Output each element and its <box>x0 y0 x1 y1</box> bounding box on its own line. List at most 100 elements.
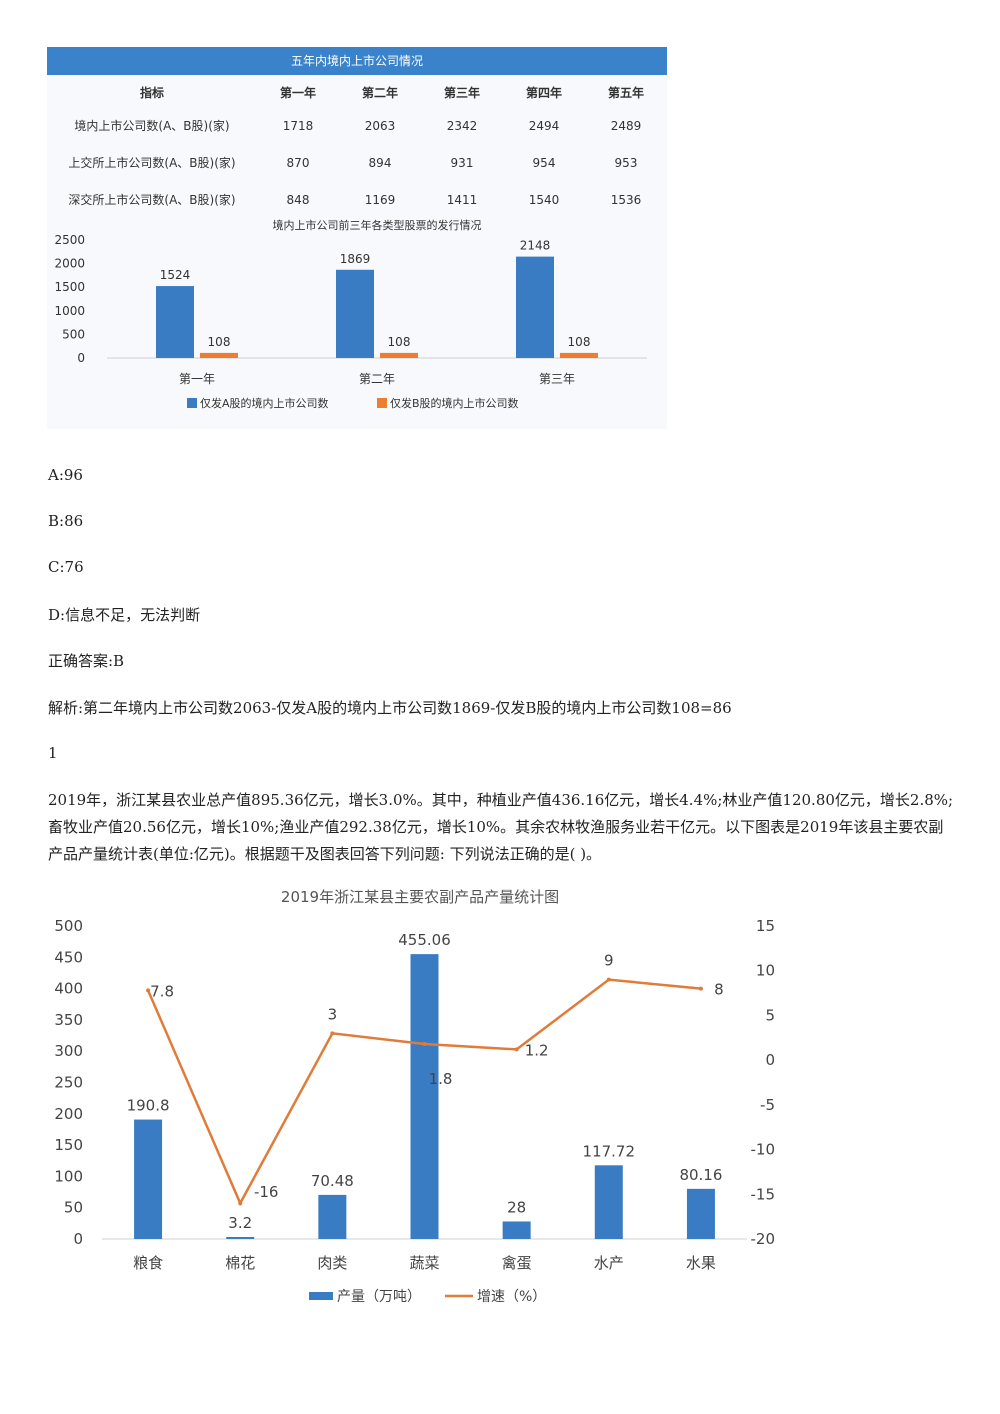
b-share-bar <box>380 352 418 358</box>
left-y-tick-label: 250 <box>54 1074 83 1092</box>
y-tick-label: 2000 <box>54 257 85 271</box>
growth-value-label: 8 <box>714 981 724 999</box>
production-bar <box>318 1194 347 1239</box>
table-cell: 848 <box>286 192 310 207</box>
legend-label: 仅发A股的境内上市公司数 <box>200 396 329 410</box>
bar-value-label: 108 <box>388 335 411 349</box>
table-row: 上交所上市公司数(A、B股)(家) 870 894 931 954 953 <box>47 144 667 181</box>
table-cell: 894 <box>368 155 392 170</box>
x-tick-label: 粮食 <box>133 1254 163 1272</box>
table-cell: 954 <box>532 155 556 170</box>
growth-point <box>698 986 703 991</box>
table-cell: 2342 <box>446 118 478 133</box>
table-cell: 931 <box>450 155 474 170</box>
b-share-bar <box>200 352 238 358</box>
bar-value-label: 455.06 <box>398 931 451 949</box>
chart-title: 境内上市公司前三年各类型股票的发行情况 <box>273 218 482 232</box>
right-y-tick-label: 15 <box>756 917 775 935</box>
growth-point <box>422 1042 427 1047</box>
issuance-bar-chart: 境内上市公司前三年各类型股票的发行情况 0 500 1000 1500 2000 2500 1… <box>54 218 647 410</box>
left-y-tick-label: 350 <box>54 1011 83 1029</box>
y-tick-label: 0 <box>77 351 85 365</box>
production-bar <box>226 1236 255 1239</box>
legend-swatch <box>187 398 197 408</box>
growth-point <box>238 1201 243 1206</box>
growth-point <box>514 1047 519 1052</box>
table-row: 深交所上市公司数(A、B股)(家) 848 1169 1411 1540 153… <box>47 181 667 218</box>
b-share-bar <box>560 352 598 358</box>
a-share-bar <box>516 256 554 358</box>
bar-value-label: 80.16 <box>679 1166 722 1184</box>
growth-value-label: 1.2 <box>525 1041 549 1059</box>
x-tick-label: 禽蛋 <box>502 1254 532 1272</box>
table-header-cell: 第五年 <box>607 85 644 100</box>
growth-point <box>146 988 151 993</box>
a-share-bar <box>156 286 194 358</box>
legend-label-growth: 增速（%） <box>477 1289 546 1305</box>
production-bar <box>134 1119 163 1239</box>
table-title: 五年内境内上市公司情况 <box>47 47 667 75</box>
right-y-tick-label: -5 <box>760 1096 775 1114</box>
table-header-cell: 第一年 <box>279 85 316 100</box>
growth-point <box>330 1031 335 1036</box>
growth-value-label: 7.8 <box>150 982 174 1000</box>
production-bar <box>410 954 439 1239</box>
listed-companies-table: 指标 第一年 第二年 第三年 第四年 第五年 境内上市公司数(A、B股)(家) … <box>47 77 667 218</box>
y-tick-label: 2500 <box>54 233 85 247</box>
right-y-tick-label: -20 <box>751 1230 776 1248</box>
left-y-tick-label: 0 <box>73 1230 83 1248</box>
table-header-cell: 第二年 <box>361 85 398 100</box>
right-y-tick-label: 0 <box>765 1051 775 1069</box>
table-header-cell: 第三年 <box>443 85 480 100</box>
legend-swatch-bar <box>309 1292 333 1300</box>
analysis-text: 解析:第二年境内上市公司数2063-仅发A股的境内上市公司数1869-仅发B股的… <box>48 699 732 717</box>
bar-value-label: 1524 <box>160 268 191 282</box>
legend-swatch <box>377 398 387 408</box>
left-y-tick-label: 100 <box>54 1167 83 1185</box>
bar-value-label: 190.8 <box>127 1097 170 1115</box>
table-row-label: 境内上市公司数(A、B股)(家) <box>74 119 230 133</box>
table-cell: 1169 <box>364 192 396 207</box>
production-bar <box>594 1165 623 1239</box>
right-y-tick-label: 10 <box>756 962 775 980</box>
table-header-row: 指标 第一年 第二年 第三年 第四年 第五年 <box>47 77 667 107</box>
option-c: C:76 <box>48 558 84 576</box>
growth-value-label: 3 <box>328 1005 338 1023</box>
option-b: B:86 <box>48 512 84 530</box>
left-y-tick-label: 400 <box>54 980 83 998</box>
table-header-cell: 指标 <box>139 85 164 100</box>
table-cell: 2063 <box>364 118 396 133</box>
option-a: A:96 <box>48 466 83 484</box>
table-cell: 1718 <box>282 118 314 133</box>
x-tick-label: 第二年 <box>359 372 395 386</box>
x-tick-label: 棉花 <box>225 1254 255 1272</box>
table-row-label: 上交所上市公司数(A、B股)(家) <box>68 156 236 170</box>
bar-value-label: 70.48 <box>311 1172 354 1190</box>
agri-products-combo-chart: 2019年浙江某县主要农副产品产量统计图05010015020025030035… <box>54 888 776 1305</box>
left-y-tick-label: 300 <box>54 1042 83 1060</box>
bar-value-label: 1869 <box>340 252 371 266</box>
question-text: 2019年，浙江某县农业总产值895.36亿元，增长3.0%。其中，种植业产值4… <box>48 791 954 863</box>
x-tick-label: 蔬菜 <box>409 1254 439 1272</box>
x-tick-label: 水果 <box>686 1254 716 1272</box>
table-cell: 953 <box>614 155 638 170</box>
bar-value-label: 2148 <box>520 239 551 253</box>
growth-value-label: 1.8 <box>429 1070 453 1088</box>
y-tick-label: 1500 <box>54 280 85 294</box>
y-tick-label: 500 <box>62 327 85 341</box>
legend-label: 仅发B股的境内上市公司数 <box>390 396 519 410</box>
option-d: D:信息不足，无法判断 <box>48 606 201 624</box>
x-tick-label: 第三年 <box>539 372 575 386</box>
bar-value-label: 28 <box>507 1198 526 1216</box>
table-header-cell: 第四年 <box>525 85 562 100</box>
table-cell: 2489 <box>610 118 642 133</box>
table-cell: 870 <box>286 155 310 170</box>
growth-value-label: 9 <box>604 952 614 970</box>
left-y-tick-label: 200 <box>54 1105 83 1123</box>
right-y-tick-label: 5 <box>765 1006 775 1024</box>
chart-title: 2019年浙江某县主要农副产品产量统计图 <box>281 888 559 906</box>
bar-value-label: 117.72 <box>583 1142 636 1160</box>
table-cell: 1540 <box>528 192 560 207</box>
listed-companies-figure: 五年内境内上市公司情况 指标 第一年 第二年 第三年 第四年 第五年 境内上市公… <box>47 47 667 429</box>
table-cell: 1536 <box>610 192 642 207</box>
